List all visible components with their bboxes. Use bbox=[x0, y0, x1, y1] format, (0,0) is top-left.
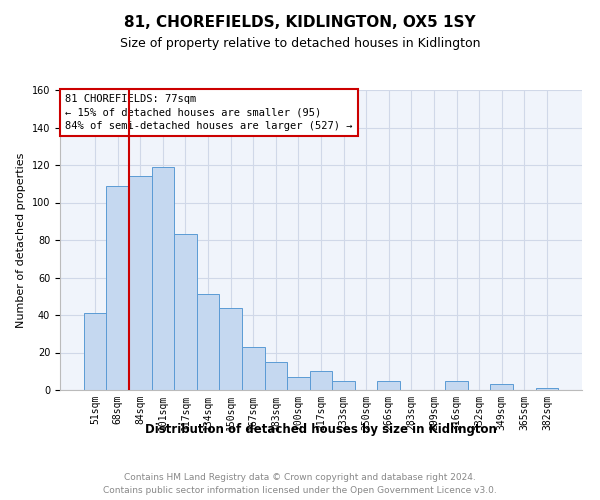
Bar bbox=[84, 313, 106, 390]
Bar bbox=[197, 294, 220, 390]
Bar bbox=[106, 186, 129, 390]
Bar bbox=[490, 384, 513, 390]
Bar bbox=[310, 371, 332, 390]
Bar bbox=[152, 167, 174, 390]
Y-axis label: Number of detached properties: Number of detached properties bbox=[16, 152, 26, 328]
Text: Size of property relative to detached houses in Kidlington: Size of property relative to detached ho… bbox=[120, 38, 480, 51]
Bar bbox=[242, 347, 265, 390]
Text: 81 CHOREFIELDS: 77sqm
← 15% of detached houses are smaller (95)
84% of semi-deta: 81 CHOREFIELDS: 77sqm ← 15% of detached … bbox=[65, 94, 353, 131]
Text: Distribution of detached houses by size in Kidlington: Distribution of detached houses by size … bbox=[145, 422, 497, 436]
Bar bbox=[536, 388, 558, 390]
Bar bbox=[377, 380, 400, 390]
Bar bbox=[265, 362, 287, 390]
Text: Contains HM Land Registry data © Crown copyright and database right 2024.
Contai: Contains HM Land Registry data © Crown c… bbox=[103, 474, 497, 495]
Text: 81, CHOREFIELDS, KIDLINGTON, OX5 1SY: 81, CHOREFIELDS, KIDLINGTON, OX5 1SY bbox=[124, 15, 476, 30]
Bar bbox=[287, 377, 310, 390]
Bar bbox=[174, 234, 197, 390]
Bar bbox=[220, 308, 242, 390]
Bar bbox=[332, 380, 355, 390]
Bar bbox=[129, 176, 152, 390]
Bar bbox=[445, 380, 468, 390]
